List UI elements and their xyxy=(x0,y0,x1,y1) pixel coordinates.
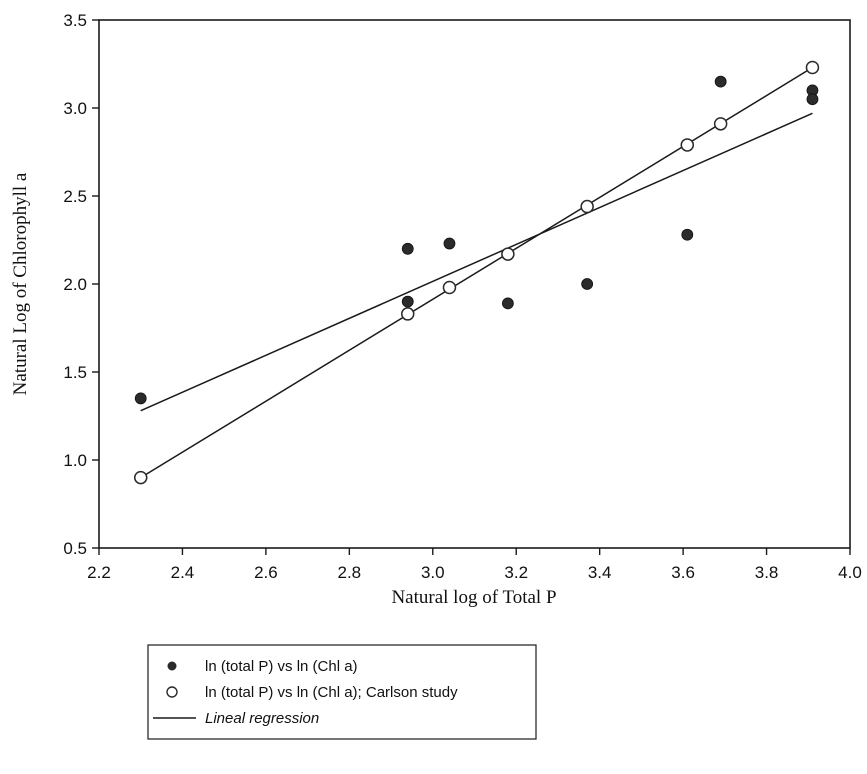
x-tick-label: 2.8 xyxy=(338,563,362,582)
x-axis-ticks: 2.2 2.4 2.6 2.8 3.0 3.2 3.4 3.6 3.8 4.0 xyxy=(87,548,862,582)
data-point-open xyxy=(680,138,695,152)
y-axis-title: Natural Log of Chlorophyll a xyxy=(10,172,31,395)
x-tick-label: 3.0 xyxy=(421,563,445,582)
data-point-filled xyxy=(134,392,147,405)
y-tick-label: 0.5 xyxy=(63,539,87,558)
x-tick-label: 2.2 xyxy=(87,563,111,582)
y-tick-label: 1.0 xyxy=(63,451,87,470)
y-tick-label: 3.5 xyxy=(63,11,87,30)
y-axis-ticks: 0.5 1.0 1.5 2.0 2.5 3.0 3.5 xyxy=(63,11,99,558)
data-point-open xyxy=(580,199,594,214)
x-axis-title: Natural log of Total P xyxy=(391,587,556,608)
data-point-filled xyxy=(581,278,594,290)
legend: ln (total P) vs ln (Chl a) ln (total P) … xyxy=(147,644,537,740)
legend-label-1: ln (total P) vs ln (Chl a) xyxy=(205,658,358,675)
data-point-open xyxy=(442,280,457,295)
legend-open-circle-marker xyxy=(166,686,178,698)
x-tick-label: 3.2 xyxy=(504,563,528,582)
y-tick-label: 2.0 xyxy=(63,275,87,294)
plot-area: 2.2 2.4 2.6 2.8 3.0 3.2 3.4 3.6 3.8 4.0 0.5 1.0 1.5… xyxy=(63,11,861,582)
regression-line-1 xyxy=(140,112,813,412)
legend-label-2: ln (total P) vs ln (Chl a); Carlson stud… xyxy=(205,684,458,701)
legend-label-3: Lineal regression xyxy=(205,710,319,727)
data-point-filled xyxy=(806,93,819,106)
y-tick-label: 2.5 xyxy=(63,187,87,206)
x-tick-label: 3.6 xyxy=(671,563,695,582)
x-tick-label: 2.6 xyxy=(254,563,278,582)
data-point-filled xyxy=(714,75,727,88)
data-point-filled xyxy=(443,237,456,250)
data-point-open xyxy=(501,247,515,261)
data-point-open xyxy=(400,307,415,321)
x-tick-label: 3.8 xyxy=(755,563,779,582)
data-point-filled xyxy=(401,242,414,255)
plot-frame xyxy=(98,19,851,549)
legend-filled-circle-marker xyxy=(167,661,177,671)
data-point-open xyxy=(133,470,148,485)
regression-line-2 xyxy=(140,66,813,479)
y-tick-label: 3.0 xyxy=(63,99,87,118)
x-tick-label: 3.4 xyxy=(588,563,612,582)
y-tick-label: 1.5 xyxy=(63,363,87,382)
x-tick-label: 2.4 xyxy=(171,563,195,582)
regression-lines xyxy=(140,66,813,479)
data-point-open xyxy=(713,117,728,131)
data-points xyxy=(133,60,820,485)
data-point-filled xyxy=(501,297,514,310)
data-point-filled xyxy=(681,228,694,241)
data-point-filled xyxy=(401,295,414,308)
data-point-open xyxy=(805,60,820,75)
legend-box xyxy=(147,644,537,740)
x-tick-label: 4.0 xyxy=(838,563,862,582)
